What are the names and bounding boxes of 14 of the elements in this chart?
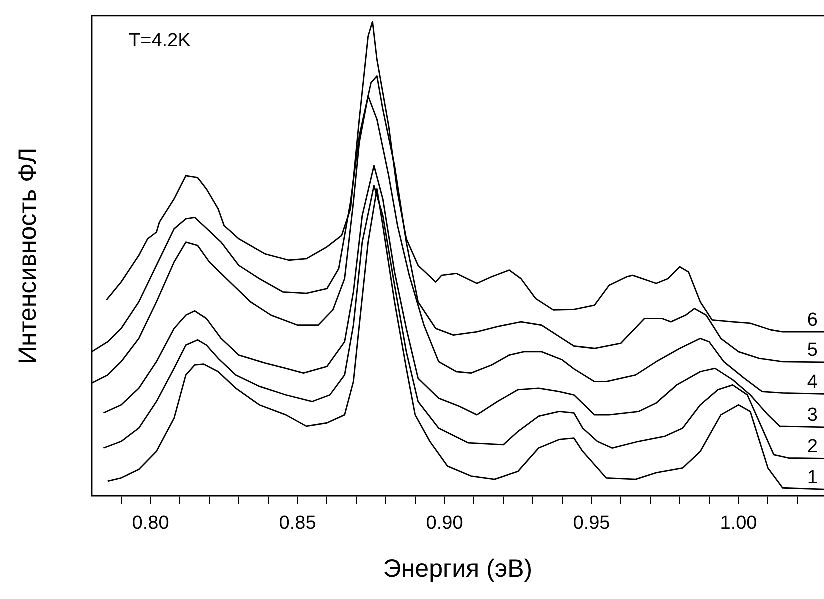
series-label: 5 [807, 340, 818, 362]
x-axis-title: Энергия (эВ) [383, 554, 533, 583]
x-tick-label: 0.90 [426, 512, 464, 534]
series-label: 1 [807, 467, 818, 488]
y-axis-title: Интенсивность ФЛ [14, 148, 42, 364]
series-label: 4 [807, 372, 818, 393]
x-tick-label: 0.85 [279, 512, 316, 534]
x-tick-label: 0.95 [573, 512, 610, 534]
x-tick-label: 1.00 [720, 512, 758, 534]
annotation: T=4.2K [129, 30, 192, 52]
series-label: 3 [807, 405, 818, 426]
series-label: 2 [807, 436, 818, 458]
x-tick-label: 0.80 [132, 512, 170, 534]
series-label: 6 [807, 310, 818, 331]
